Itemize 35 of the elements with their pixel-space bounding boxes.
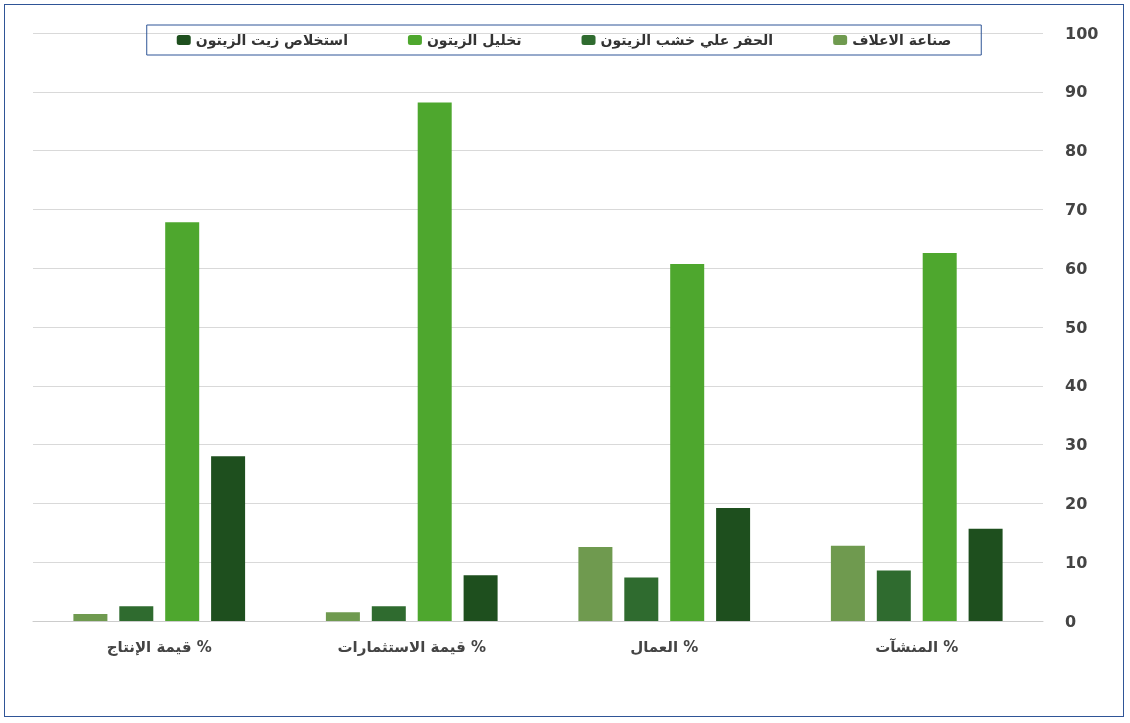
legend-label: استخلاص زيت الزيتون: [195, 32, 348, 49]
bar: [119, 606, 154, 621]
y-tick-label: 80: [1065, 141, 1088, 161]
bar: [716, 508, 751, 621]
x-tick-label: قيمة الإنتاج %: [106, 637, 212, 656]
legend-label: الحفر علي خشب الزيتون: [600, 32, 774, 49]
x-tick-label: قيمة الاستثمارات %: [337, 637, 486, 656]
bar: [417, 102, 452, 621]
bar: [670, 264, 705, 621]
bar: [371, 606, 406, 621]
bar: [165, 222, 200, 621]
legend-label: صناعة الاعلاف: [852, 32, 952, 48]
y-tick-label: 90: [1065, 82, 1088, 102]
y-tick-label: 30: [1065, 435, 1088, 455]
bar: [578, 546, 613, 621]
y-tick-label: 50: [1065, 317, 1088, 337]
y-tick-label: 0: [1065, 611, 1077, 631]
bar: [211, 456, 246, 621]
bar: [968, 528, 1003, 621]
bar: [922, 252, 957, 621]
bar: [73, 613, 108, 621]
y-tick-label: 60: [1065, 258, 1088, 278]
bar: [325, 612, 360, 621]
y-tick-label: 100: [1065, 23, 1099, 43]
bar: [624, 577, 659, 621]
y-tick-label: 10: [1065, 552, 1088, 572]
x-tick-label: العمال %: [630, 637, 699, 656]
x-tick-label: المنشآت %: [875, 637, 959, 656]
bar: [463, 575, 498, 621]
y-tick-label: 40: [1065, 376, 1088, 396]
y-tick-label: 70: [1065, 199, 1088, 219]
bar: [876, 570, 911, 621]
legend-label: تخليل الزيتون: [426, 32, 522, 49]
y-tick-label: 20: [1065, 493, 1088, 513]
bar: [830, 545, 865, 621]
